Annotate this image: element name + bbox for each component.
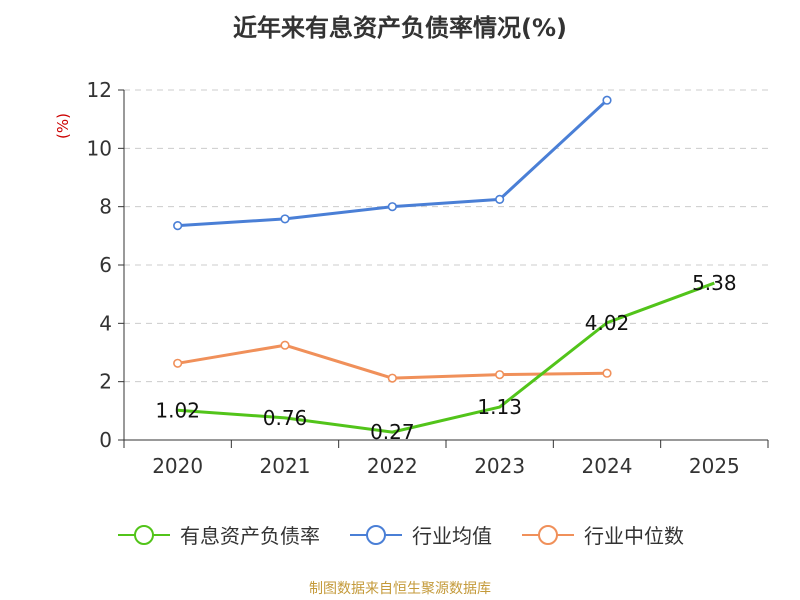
data-point [495,370,505,380]
legend-item[interactable]: 行业中位数 [520,520,684,549]
data-label: 0.27 [370,420,415,444]
x-tick-label: 2020 [152,454,203,478]
data-label: 5.38 [692,271,737,295]
series-lines [173,95,715,434]
y-tick-label: 0 [99,428,112,452]
x-tick-label: 2022 [367,454,418,478]
data-labels: 1.02 0.76 0.27 1.13 4.02 5.38 [155,271,736,444]
y-tick-label: 6 [99,253,112,277]
grid-lines [124,89,768,383]
data-point [495,194,505,204]
chart-title: 近年来有息资产负债率情况(%) [233,14,567,42]
data-point [602,95,612,105]
data-point [387,373,397,383]
data-point [280,214,290,224]
y-tick-label: 8 [99,195,112,219]
data-label: 1.02 [155,398,200,422]
data-label: 0.76 [263,406,308,430]
y-tick-label: 4 [99,311,112,335]
x-tick-label: 2023 [474,454,525,478]
x-tick-label: 2021 [260,454,311,478]
legend-label: 有息资产负债率 [180,524,320,548]
data-label: 4.02 [585,311,630,335]
data-point [602,368,612,378]
data-point [173,358,183,368]
legend-label: 行业均值 [412,524,492,548]
x-tick-label: 2025 [689,454,740,478]
data-point [173,221,183,231]
legend: 有息资产负债率 行业均值 行业中位数 [0,520,800,549]
series-line [177,281,715,434]
y-tick-label: 10 [87,136,112,160]
legend-swatch-icon [350,524,402,545]
y-tick-label: 2 [99,370,112,394]
data-point [387,202,397,212]
axes: 0 2 4 6 8 10 12 2020 2021 2022 2023 2024 2025 [87,78,769,478]
legend-swatch-icon [522,524,574,545]
source-note: 制图数据来自恒生聚源数据库 [309,581,491,597]
data-label: 1.13 [477,395,522,419]
legend-swatch-icon [118,524,170,545]
legend-item[interactable]: 有息资产负债率 [116,520,320,549]
y-tick-label: 12 [87,78,112,102]
y-axis-label: (%) [54,113,72,139]
legend-item[interactable]: 行业均值 [348,520,492,549]
x-tick-label: 2024 [582,454,633,478]
legend-label: 行业中位数 [584,524,684,548]
data-point [280,340,290,350]
